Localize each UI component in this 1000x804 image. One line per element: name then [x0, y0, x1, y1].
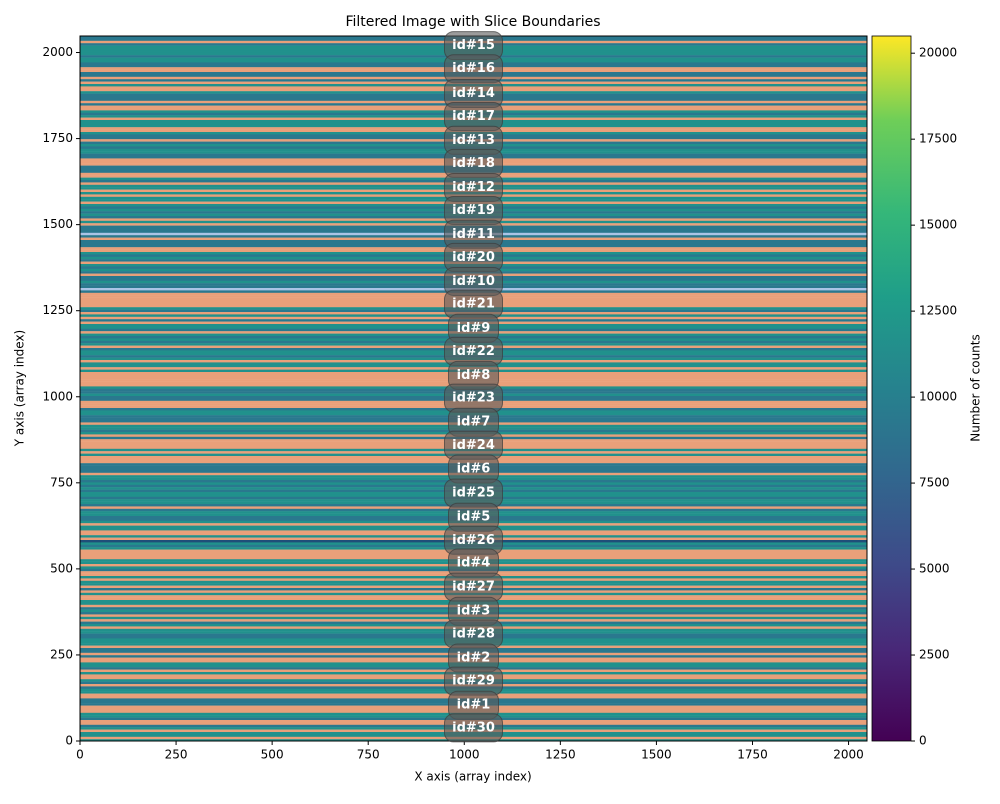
- x-tick-label: 500: [261, 748, 284, 762]
- x-tick-label: 1000: [449, 748, 480, 762]
- y-tick-label: 1750: [42, 131, 73, 145]
- colorbar-tick-label: 10000: [919, 390, 957, 404]
- colorbar-tick-label: 5000: [919, 562, 950, 576]
- annotation: id#14: [452, 86, 495, 101]
- annotation: id#26: [452, 533, 495, 548]
- x-tick-label: 2000: [833, 748, 864, 762]
- annotation: id#5: [457, 510, 491, 525]
- annotation: id#21: [452, 297, 495, 312]
- annotation: id#20: [452, 250, 495, 265]
- annotation: id#13: [452, 133, 495, 148]
- y-tick-label: 500: [50, 561, 73, 575]
- y-tick-label: 250: [50, 647, 73, 661]
- colorbar-tick-label: 20000: [919, 46, 957, 60]
- x-tick-label: 1750: [737, 748, 768, 762]
- annotation: id#16: [452, 61, 495, 76]
- colorbar-tick-label: 17500: [919, 132, 957, 146]
- annotation: id#19: [452, 203, 495, 218]
- colorbar-tick-label: 15000: [919, 218, 957, 232]
- colorbar-tick-label: 7500: [919, 476, 950, 490]
- annotation: id#8: [457, 368, 491, 383]
- colorbar-tick-label: 2500: [919, 648, 950, 662]
- x-tick-label: 250: [165, 748, 188, 762]
- annotation: id#3: [457, 604, 491, 619]
- annotation: id#1: [457, 698, 491, 713]
- x-tick-label: 0: [76, 748, 84, 762]
- y-tick-label: 2000: [42, 45, 73, 59]
- annotation: id#17: [452, 109, 495, 124]
- annotation: id#27: [452, 580, 495, 595]
- annotation: id#23: [452, 391, 495, 406]
- x-tick-label: 1500: [641, 748, 672, 762]
- x-tick-label: 1250: [545, 748, 576, 762]
- annotation: id#25: [452, 486, 495, 501]
- annotation: id#4: [457, 556, 491, 571]
- y-tick-label: 1250: [42, 303, 73, 317]
- annotation: id#10: [452, 274, 495, 289]
- y-tick-label: 0: [65, 734, 73, 748]
- annotation: id#30: [452, 720, 495, 735]
- annotation: id#9: [457, 321, 491, 336]
- y-tick-label: 1000: [42, 389, 73, 403]
- chart-title: Filtered Image with Slice Boundaries: [345, 14, 600, 30]
- y-axis-label: Y axis (array index): [13, 330, 27, 447]
- colorbar-tick-label: 0: [919, 734, 927, 748]
- y-tick-label: 1500: [42, 217, 73, 231]
- annotation: id#28: [452, 626, 495, 641]
- annotation: id#7: [457, 415, 491, 430]
- annotation: id#6: [457, 462, 491, 477]
- annotation: id#18: [452, 156, 495, 171]
- annotation: id#12: [452, 180, 495, 195]
- annotation: id#29: [452, 674, 495, 689]
- annotation: id#2: [457, 651, 491, 666]
- annotation-box: [444, 713, 503, 743]
- colorbar: [871, 35, 912, 742]
- annotation: id#24: [452, 438, 495, 453]
- annotation: id#11: [452, 227, 495, 242]
- y-tick-label: 750: [50, 475, 73, 489]
- annotation: id#15: [452, 38, 495, 53]
- x-axis-label: X axis (array index): [414, 770, 531, 784]
- colorbar-label: Number of counts: [969, 334, 983, 442]
- colorbar-tick-label: 12500: [919, 304, 957, 318]
- x-tick-label: 750: [357, 748, 380, 762]
- annotation: id#22: [452, 344, 495, 359]
